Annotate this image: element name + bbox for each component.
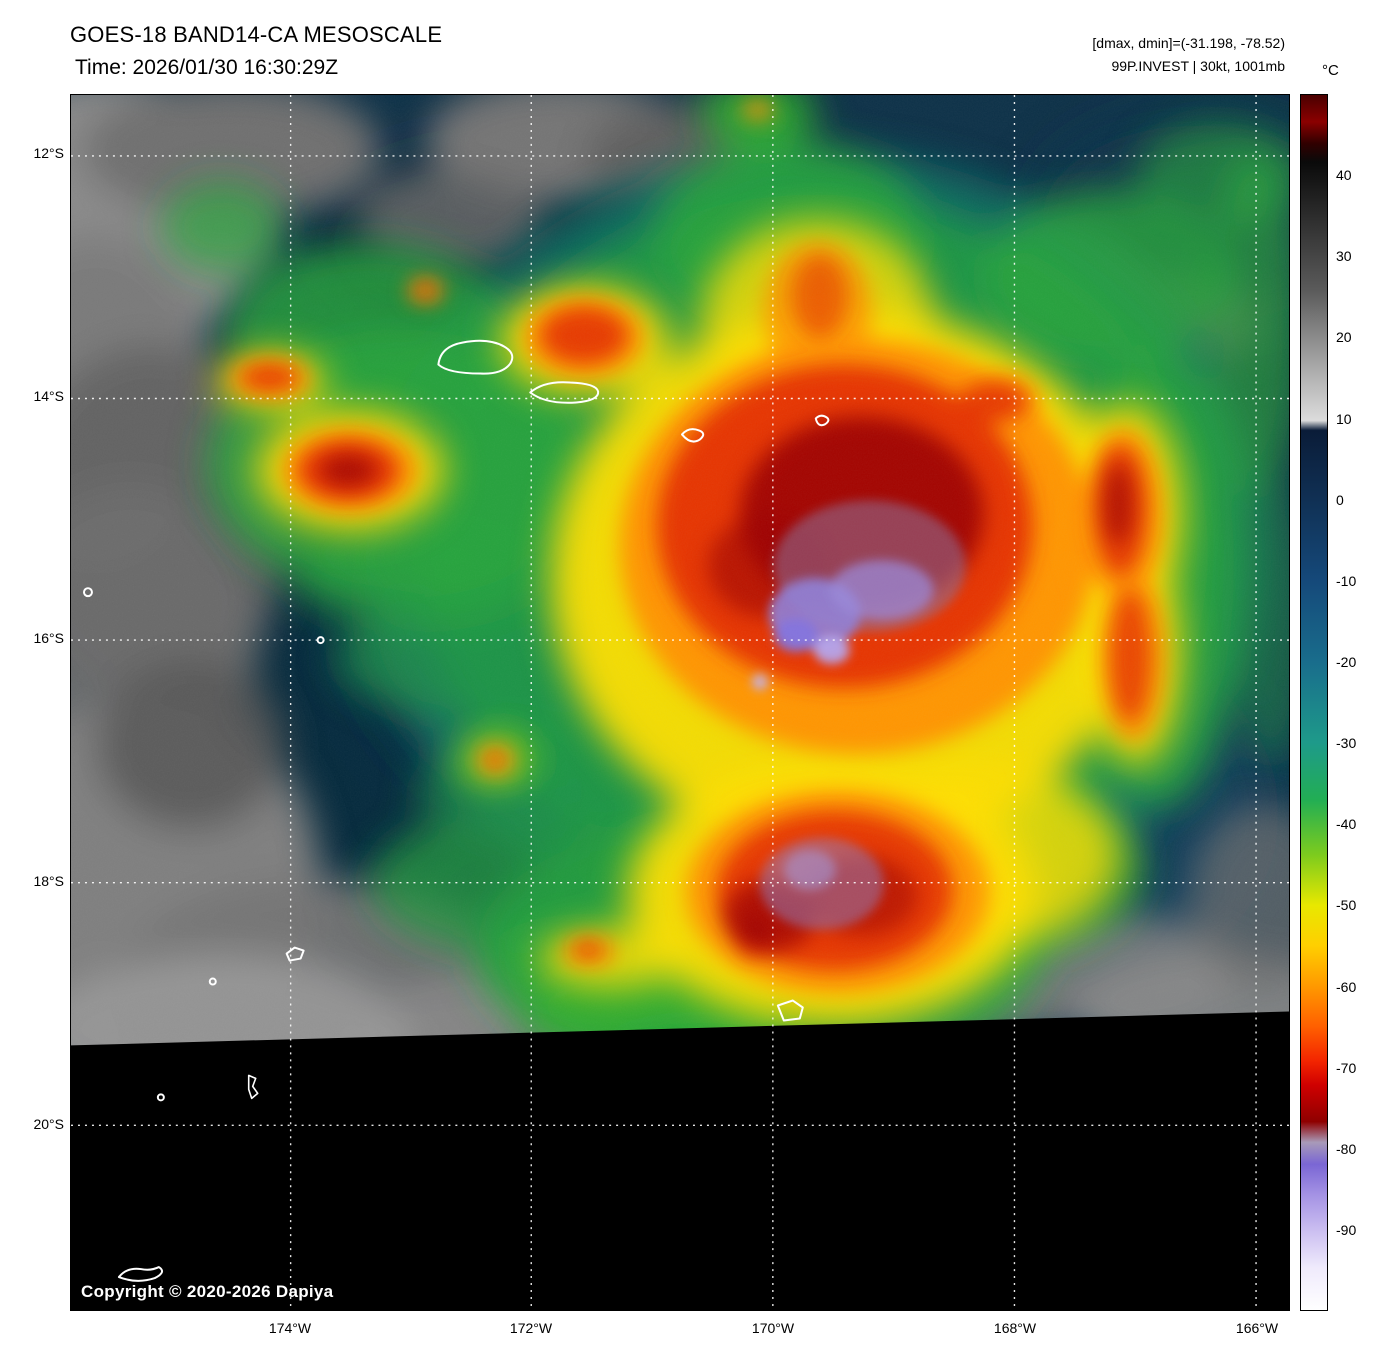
image-timestamp: Time: 2026/01/30 16:30:29Z: [75, 56, 339, 79]
lat-lon-gridlines: [71, 95, 1289, 1310]
lat-label: 20°S: [33, 1116, 64, 1132]
lat-label: 12°S: [33, 145, 64, 161]
storm-info-readout: 99P.INVEST | 30kt, 1001mb: [1111, 58, 1285, 75]
colorbar-tick: -50: [1336, 897, 1357, 913]
coastline-outlines: [82, 339, 830, 1282]
colorbar-tick: -30: [1336, 735, 1357, 751]
colorbar-tick: 10: [1336, 411, 1352, 427]
colorbar-tick: 0: [1336, 492, 1344, 508]
colorbar-tick: 30: [1336, 248, 1352, 264]
colorbar-tick: -40: [1336, 816, 1357, 832]
colorbar-tick: -80: [1336, 1141, 1357, 1157]
lat-label: 18°S: [33, 873, 64, 889]
lat-label: 14°S: [33, 388, 64, 404]
lon-label: 172°W: [509, 1320, 553, 1336]
lat-label: 16°S: [33, 630, 64, 646]
satellite-map: Copyright © 2020-2026 Dapiya: [70, 94, 1290, 1311]
colorbar-tick: -20: [1336, 654, 1357, 670]
colorbar-tick: -70: [1336, 1060, 1357, 1076]
copyright-text: Copyright © 2020-2026 Dapiya: [81, 1282, 334, 1301]
lon-label: 168°W: [993, 1320, 1037, 1336]
colorbar-tick: -60: [1336, 979, 1357, 995]
lon-label: 170°W: [751, 1320, 795, 1336]
header-right: [dmax, dmin]=(-31.198, -78.52) 99P.INVES…: [1092, 32, 1285, 78]
satellite-imagery: [71, 95, 1289, 1310]
page-title: GOES-18 BAND14-CA MESOSCALE: [70, 22, 443, 47]
colorbar-tick-labels: 40 30 20 10 0 -10 -20 -30 -40 -50 -60 -7…: [1336, 94, 1388, 1311]
colorbar-unit-label: °C: [1322, 62, 1339, 79]
lon-label: 174°W: [268, 1320, 312, 1336]
lon-label: 166°W: [1235, 1320, 1279, 1336]
colorbar-tick: 20: [1336, 329, 1352, 345]
colorbar-tick: 40: [1336, 167, 1352, 183]
dmax-dmin-readout: [dmax, dmin]=(-31.198, -78.52): [1092, 35, 1285, 51]
colorbar-tick: -90: [1336, 1222, 1357, 1238]
no-data-region: [71, 1011, 1289, 1310]
temperature-colorbar: [1300, 94, 1328, 1311]
colorbar-tick: -10: [1336, 573, 1357, 589]
